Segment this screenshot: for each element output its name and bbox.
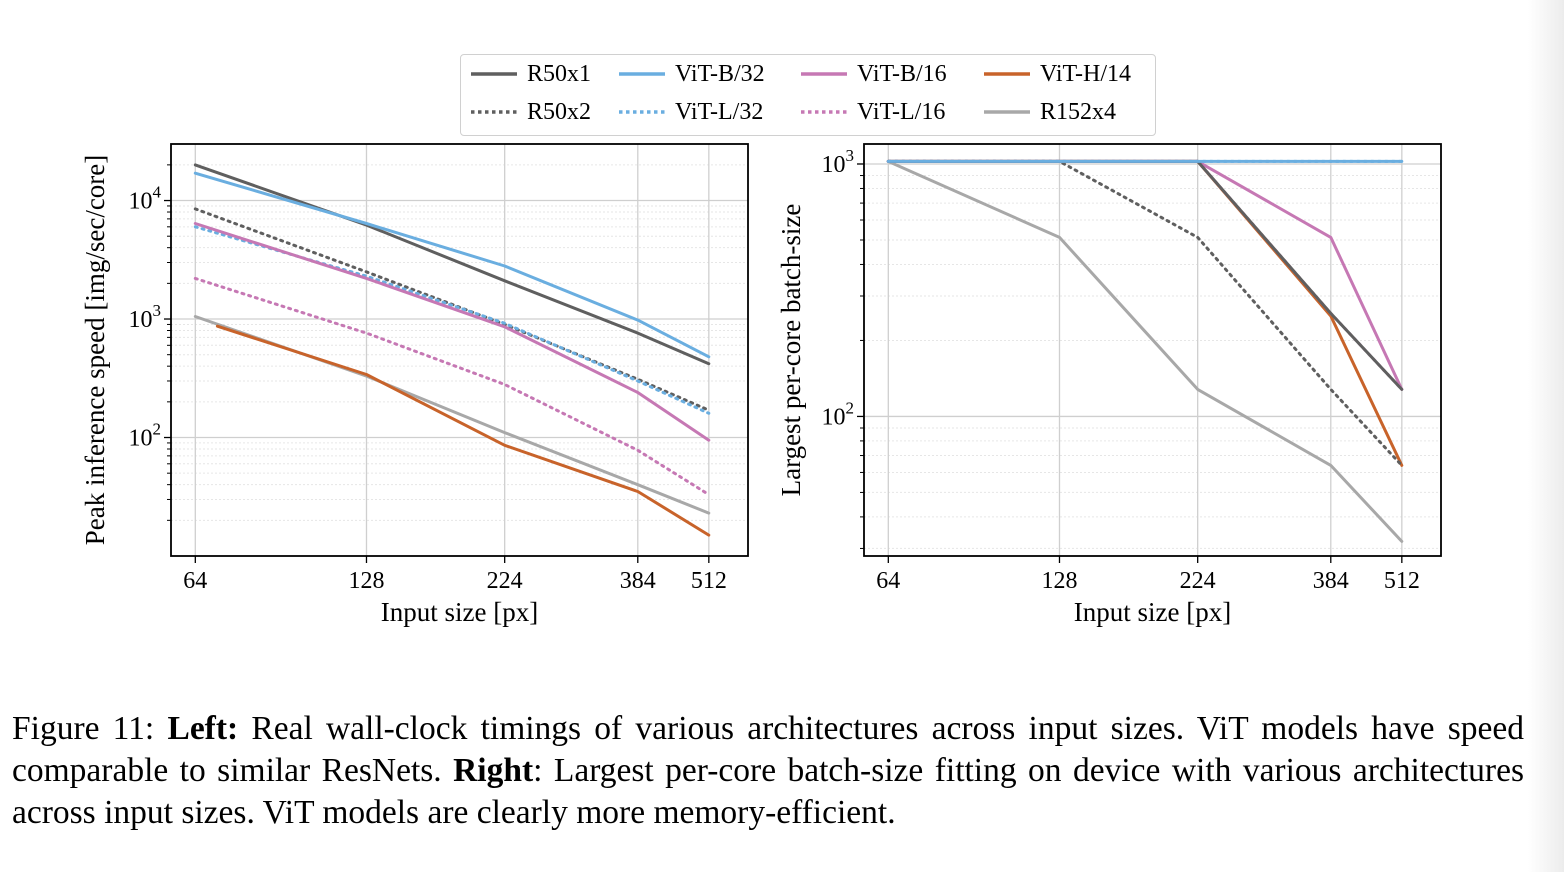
- legend-label: ViT-B/16: [857, 60, 947, 87]
- y-tick-label: 102: [129, 420, 162, 452]
- x-tick-label: 64: [183, 568, 207, 594]
- legend-item-vit-b-16: ViT-B/16: [801, 59, 947, 89]
- legend-item-vit-b-32: ViT-B/32: [619, 59, 765, 89]
- grid: [164, 144, 748, 563]
- series-line-r50x2: [886, 159, 1404, 467]
- figure-plots: 102 103 104 64 128 224 384 512 Input size [px] Pe…: [80, 143, 1442, 627]
- legend-swatch: [801, 110, 847, 114]
- y-tick-label: 103: [822, 146, 855, 178]
- legend-label: ViT-B/32: [675, 60, 765, 87]
- legend-item-r50x1: R50x1: [471, 59, 591, 89]
- caption-left-text: Real wall-clock timings of various archi…: [12, 710, 1524, 789]
- x-tick-label: 224: [487, 568, 523, 594]
- plot-frame: [170, 143, 749, 557]
- y-tick-label: 104: [129, 183, 162, 215]
- caption-prefix: Figure 11:: [12, 710, 168, 747]
- series-line-r152x4: [886, 159, 1404, 543]
- legend-swatch: [984, 110, 1030, 114]
- legend-swatch: [471, 72, 517, 76]
- figure-caption: Figure 11: Left: Real wall-clock timings…: [12, 708, 1524, 834]
- series-line-vit-b-16: [193, 222, 711, 442]
- chart-panel-left: 102 103 104 64 128 224 384 512 Input size [px] Pe…: [80, 143, 749, 627]
- series-line-vit-b-32: [193, 171, 711, 359]
- series-line-vit-l-16: [193, 276, 711, 497]
- legend-swatch: [801, 72, 847, 76]
- legend-item-r152x4: R152x4: [984, 97, 1116, 127]
- series-line-r152x4: [193, 315, 711, 515]
- page-edge-shadow: [1528, 0, 1564, 872]
- y-tick-label: 102: [822, 398, 855, 430]
- series-line-r50x1: [193, 163, 711, 366]
- x-tick-label: 384: [1313, 568, 1349, 594]
- x-tick-label: 384: [620, 568, 656, 594]
- chart-panel-right: 102 103 64 128 224 384 512 Input size [px] Large…: [776, 143, 1442, 627]
- caption-right-label: Right: [453, 752, 534, 789]
- x-tick-label: 512: [691, 568, 727, 594]
- grid: [857, 144, 1441, 563]
- series-line-vit-l-32: [193, 225, 711, 415]
- x-axis-label: Input size [px]: [381, 597, 538, 627]
- legend-item-vit-h-14: ViT-H/14: [984, 59, 1131, 89]
- legend-swatch: [984, 72, 1030, 76]
- legend-swatch: [619, 110, 665, 114]
- y-axis-label: Largest per-core batch-size: [776, 204, 806, 497]
- series-group: [886, 159, 1404, 543]
- legend-label: ViT-L/32: [675, 98, 764, 125]
- x-tick-label: 128: [348, 568, 384, 594]
- legend-item-r50x2: R50x2: [471, 97, 591, 127]
- legend-label: R50x1: [527, 60, 592, 87]
- plot-frame: [863, 143, 1442, 557]
- caption-left-label: Left:: [167, 710, 239, 747]
- legend-label: ViT-L/16: [857, 98, 946, 125]
- legend-label: R152x4: [1040, 98, 1117, 125]
- legend-swatch: [619, 72, 665, 76]
- chart-legend: R50x1 ViT-B/32 ViT-B/16 ViT-H/14 R50x2 ViT-L/…: [460, 54, 1156, 136]
- caption-right-text: : Largest per-core batch-size fitting on…: [12, 752, 1524, 831]
- x-tick-label: 64: [876, 568, 900, 594]
- legend-label: R50x2: [527, 98, 592, 125]
- series-group: [193, 163, 711, 537]
- legend-item-vit-l-16: ViT-L/16: [801, 97, 945, 127]
- legend-label: ViT-H/14: [1040, 60, 1132, 87]
- series-line-vit-h-14: [215, 324, 711, 537]
- x-tick-label: 512: [1384, 568, 1420, 594]
- y-tick-label: 103: [129, 301, 162, 333]
- y-axis-label: Peak inference speed [img/sec/core]: [80, 155, 110, 546]
- legend-item-vit-l-32: ViT-L/32: [619, 97, 763, 127]
- x-tick-label: 224: [1180, 568, 1216, 594]
- x-tick-label: 128: [1041, 568, 1077, 594]
- legend-swatch: [471, 110, 517, 114]
- x-axis-label: Input size [px]: [1074, 597, 1231, 627]
